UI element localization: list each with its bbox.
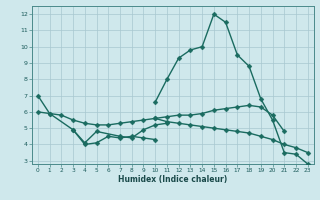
X-axis label: Humidex (Indice chaleur): Humidex (Indice chaleur) [118, 175, 228, 184]
